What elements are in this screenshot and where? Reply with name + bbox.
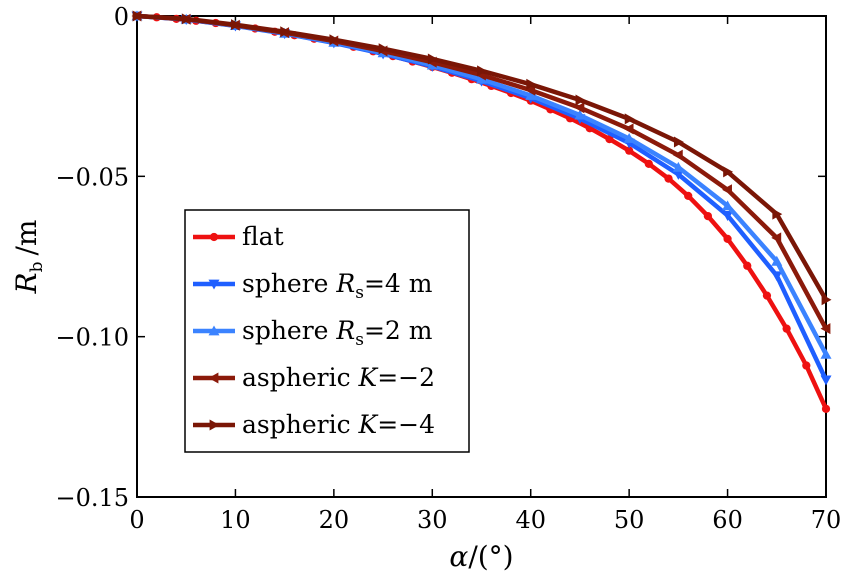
data-point-marker	[476, 73, 487, 84]
axis-ticks: 0 10 20 30 40 50 60 70 0 −0.05 −0.10 −0.15	[55, 3, 841, 534]
data-point-marker	[329, 34, 340, 46]
data-point-marker	[722, 184, 732, 196]
y-axis-label: Rb/m	[10, 220, 47, 295]
data-point-marker	[208, 325, 220, 336]
legend-entry: sphere Rs=2 m	[193, 316, 433, 350]
y-tick-label: −0.15	[55, 484, 129, 512]
data-point-marker	[181, 13, 192, 25]
x-tick-label: 0	[129, 506, 144, 534]
data-point-marker	[762, 291, 772, 300]
data-point-marker	[782, 324, 791, 333]
data-point-marker	[526, 78, 537, 90]
data-point-marker	[209, 232, 219, 242]
data-point-marker	[132, 10, 143, 22]
series-layer	[131, 10, 832, 413]
legend-entry: aspheric K=−4	[193, 410, 435, 439]
data-point-marker	[722, 200, 734, 211]
x-tick-label: 30	[417, 506, 448, 534]
data-point-marker	[664, 174, 673, 183]
x-tick-label: 40	[515, 506, 546, 534]
x-axis-label-symbol: α	[449, 540, 468, 573]
data-point-marker	[525, 84, 536, 96]
data-point-marker	[574, 102, 585, 114]
x-tick-label: 20	[319, 506, 350, 534]
y-axis-label-symbol: R	[10, 272, 43, 294]
data-point-marker	[378, 43, 389, 55]
data-point-marker	[722, 211, 734, 221]
data-point-marker	[623, 132, 635, 143]
data-point-marker	[605, 135, 614, 144]
legend-entry: aspheric K=−2	[193, 363, 435, 392]
data-point-marker	[771, 271, 783, 282]
data-point-marker	[723, 234, 732, 243]
x-tick-label: 70	[811, 506, 842, 534]
data-point-marker	[208, 279, 220, 290]
legend: flat sphere Rs=4 m sphere Rs=2 m aspheric K…	[184, 209, 470, 453]
data-point-marker	[771, 255, 783, 266]
data-point-marker	[820, 323, 831, 335]
data-point-marker	[743, 261, 752, 270]
data-point-marker	[231, 19, 241, 31]
data-point-marker	[772, 208, 783, 220]
data-point-marker	[623, 123, 634, 135]
data-point-marker	[821, 294, 832, 306]
data-point-marker	[821, 404, 831, 413]
x-axis-label-unit: /(°)	[468, 540, 513, 573]
data-point-marker	[684, 191, 693, 201]
y-tick-label: 0	[114, 3, 129, 31]
data-point-marker	[771, 232, 782, 244]
data-point-marker	[477, 65, 487, 77]
y-tick-label: −0.05	[55, 163, 129, 191]
legend-label: flat	[242, 222, 284, 251]
data-point-marker	[280, 26, 291, 38]
legend-label: aspheric K=−2	[242, 363, 435, 392]
legend-label: sphere Rs=2 m	[242, 316, 433, 350]
y-tick-label: −0.10	[55, 324, 129, 352]
series-4	[132, 10, 832, 306]
data-point-marker	[624, 113, 635, 125]
data-point-marker	[644, 159, 653, 168]
data-point-marker	[723, 166, 734, 178]
data-point-marker	[820, 375, 832, 386]
data-point-marker	[672, 161, 684, 172]
data-point-marker	[525, 90, 537, 100]
data-point-marker	[672, 170, 684, 180]
data-point-marker	[703, 211, 713, 221]
data-point-marker	[574, 109, 586, 120]
data-point-marker	[802, 361, 811, 370]
x-axis-label: α/(°)	[449, 540, 513, 573]
data-point-marker	[208, 372, 219, 384]
legend-entry: flat	[193, 222, 284, 251]
data-point-marker	[427, 53, 438, 65]
y-axis-label-unit: /m	[10, 220, 43, 256]
data-point-marker	[625, 146, 634, 155]
data-point-marker	[820, 348, 832, 359]
x-tick-label: 10	[220, 506, 251, 534]
x-tick-label: 50	[614, 506, 645, 534]
plot-area-frame	[136, 15, 827, 498]
data-point-marker	[673, 136, 684, 148]
y-axis-label-subscript: b	[27, 261, 47, 272]
data-point-marker	[209, 419, 220, 431]
x-tick-label: 60	[712, 506, 743, 534]
legend-label: sphere Rs=4 m	[242, 269, 433, 303]
legend-entry: sphere Rs=4 m	[193, 269, 433, 303]
data-point-marker	[575, 94, 586, 106]
legend-label: aspheric K=−4	[242, 410, 435, 439]
data-point-marker	[672, 149, 683, 161]
